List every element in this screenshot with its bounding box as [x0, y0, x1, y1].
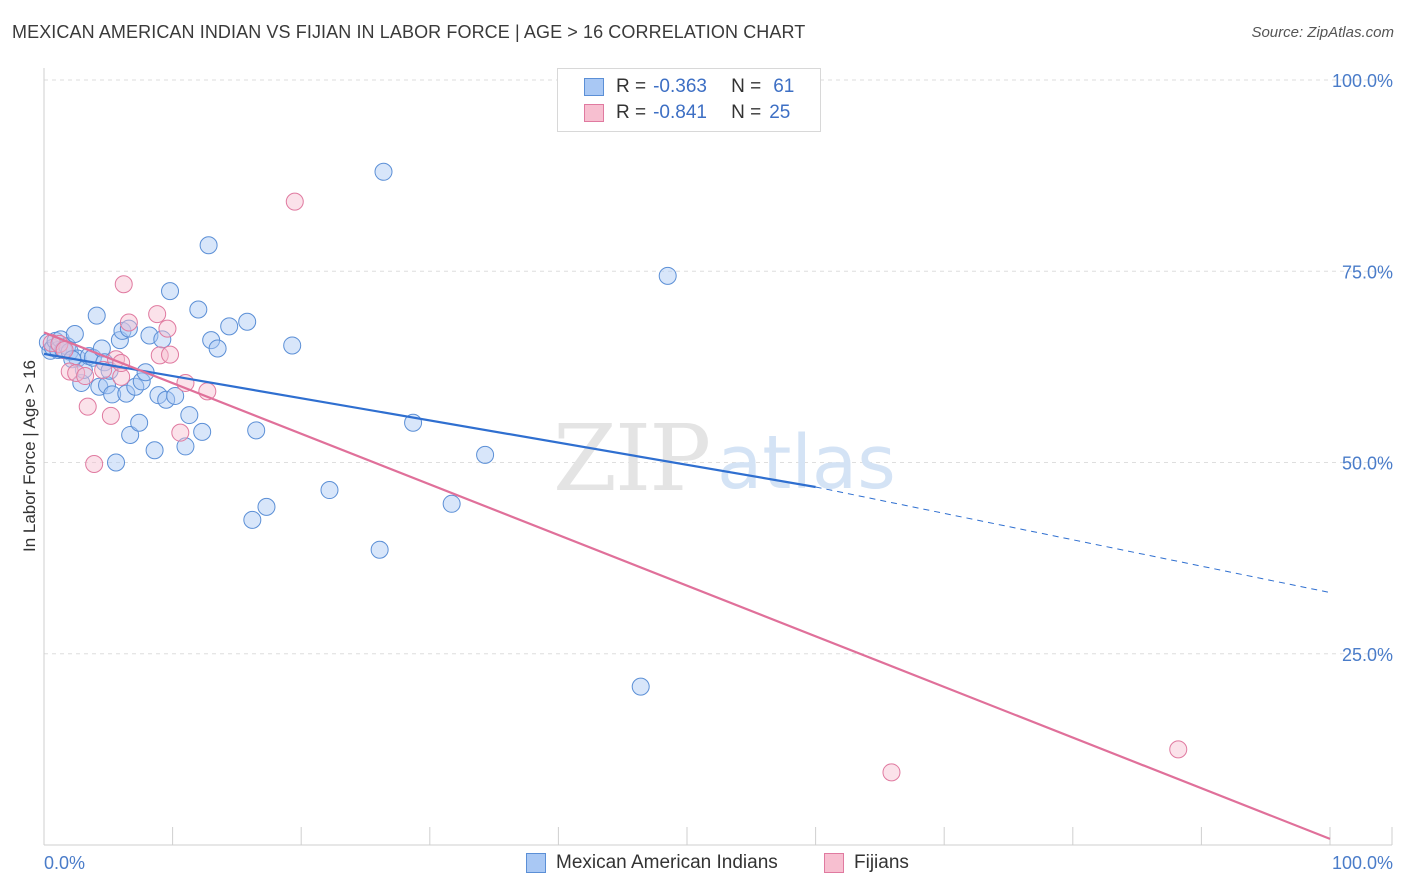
point-fijian: [882, 763, 901, 782]
point-mexican: [176, 437, 195, 456]
x-tick-label: 0.0%: [44, 853, 85, 873]
point-mexican: [161, 282, 180, 301]
point-mexican: [87, 306, 106, 325]
point-mexican: [442, 494, 461, 513]
legend-label-mexican: Mexican American Indians: [556, 852, 778, 873]
legend-r-label: R =: [616, 102, 647, 123]
trendline-mexican-extension: [815, 486, 1331, 594]
point-fijian: [119, 313, 138, 332]
point-fijian: [285, 192, 304, 211]
point-mexican: [283, 336, 302, 355]
legend-r-value: -0.841: [653, 102, 707, 123]
y-tick-label: 25.0%: [1342, 645, 1393, 665]
point-fijian: [114, 275, 133, 294]
trendline-mexican: [43, 352, 816, 489]
legend-n-label: N =: [731, 102, 762, 123]
series-legend: Mexican American Indians Fijians: [0, 852, 1406, 878]
legend-row-fijian: R = -0.841 N = 25: [584, 100, 790, 126]
point-mexican: [238, 312, 257, 331]
point-mexican: [193, 422, 212, 441]
watermark: ZIP atlas: [553, 405, 896, 512]
legend-row-mexican: R = -0.363 N = 61: [584, 74, 794, 100]
y-tick-label: 50.0%: [1342, 454, 1393, 474]
legend-r-value: -0.363: [653, 76, 707, 97]
point-mexican: [180, 406, 199, 425]
point-mexican: [98, 376, 117, 395]
tick-labels: 25.0% 50.0% 75.0% 100.0% 0.0% 100.0%: [44, 71, 1393, 873]
y-tick-label: 100.0%: [1332, 71, 1393, 91]
points-layer: [38, 162, 1188, 782]
point-mexican: [103, 385, 122, 404]
legend-swatch-fijian: [584, 104, 604, 122]
y-tick-label: 75.0%: [1342, 262, 1393, 282]
point-mexican: [476, 445, 495, 464]
point-mexican: [65, 324, 84, 343]
point-mexican: [157, 390, 176, 409]
chart-title: MEXICAN AMERICAN INDIAN VS FIJIAN IN LAB…: [12, 22, 806, 42]
point-mexican: [119, 319, 138, 338]
legend-item-fijian[interactable]: Fijians: [824, 852, 909, 874]
point-mexican: [121, 425, 140, 444]
trend-layer: [43, 331, 1331, 840]
x-tick-label: 100.0%: [1332, 853, 1393, 873]
legend-swatch-mexican: [526, 853, 546, 873]
point-mexican: [117, 384, 136, 403]
point-mexican: [107, 453, 126, 472]
legend-n-value: 25: [769, 102, 791, 123]
point-mexican: [208, 339, 227, 358]
point-mexican: [247, 421, 266, 440]
point-fijian: [112, 367, 131, 386]
point-mexican: [166, 386, 185, 405]
point-mexican: [132, 372, 151, 391]
point-mexican: [374, 162, 393, 181]
point-fijian: [85, 455, 104, 474]
stats-legend: R = -0.363 N = 61 R = -0.841 N = 25: [557, 68, 821, 132]
point-fijian: [150, 346, 169, 365]
legend-n-value: 61: [773, 76, 795, 97]
y-axis-label: In Labor Force | Age > 16: [20, 360, 39, 552]
point-mexican: [658, 266, 677, 285]
legend-swatch-mexican: [584, 78, 604, 96]
watermark-zip: ZIP: [553, 405, 709, 512]
point-mexican: [49, 341, 68, 360]
point-fijian: [101, 406, 120, 425]
point-fijian: [1169, 740, 1188, 759]
point-mexican: [145, 441, 164, 460]
point-mexican: [189, 300, 208, 319]
trendline-fijian: [43, 331, 1331, 840]
point-mexican: [257, 497, 276, 516]
axes: [43, 68, 1393, 846]
legend-r-label: R =: [616, 76, 647, 97]
point-mexican: [370, 540, 389, 559]
point-fijian: [161, 345, 180, 364]
legend-label-fijian: Fijians: [854, 852, 909, 873]
grid-lines: [44, 79, 1390, 655]
point-mexican: [130, 413, 149, 432]
point-fijian: [158, 319, 177, 338]
watermark-atlas: atlas: [717, 420, 896, 506]
point-fijian: [148, 305, 167, 324]
point-mexican: [631, 677, 650, 696]
point-fijian: [76, 367, 95, 386]
point-mexican: [220, 317, 239, 336]
point-mexican: [243, 510, 262, 529]
point-fijian: [78, 397, 97, 416]
source-label: Source: ZipAtlas.com: [1251, 24, 1394, 41]
legend-swatch-fijian: [824, 853, 844, 873]
point-fijian: [171, 423, 190, 442]
point-mexican: [199, 236, 218, 255]
point-mexican: [320, 481, 339, 500]
legend-item-mexican[interactable]: Mexican American Indians: [526, 852, 778, 874]
legend-n-label: N =: [731, 76, 762, 97]
point-mexican: [153, 330, 172, 349]
